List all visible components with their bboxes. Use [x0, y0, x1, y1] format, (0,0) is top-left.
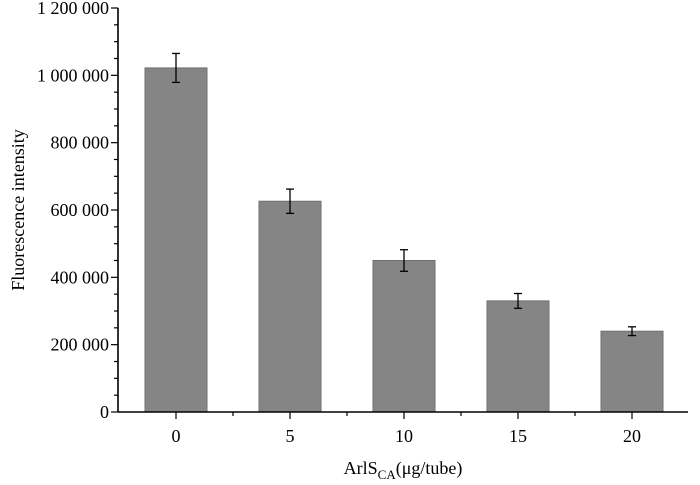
y-axis-label: Fluorescence intensity: [8, 129, 28, 290]
bar-10: [372, 260, 436, 413]
y-tick-label: 400 000: [51, 267, 110, 287]
x-tick-label-20: 20: [623, 426, 641, 446]
bar-20: [600, 330, 664, 413]
bars: [144, 67, 664, 413]
x-axis-label-suffix: (μg/tube): [396, 458, 463, 479]
x-tick-label-0: 0: [172, 426, 181, 446]
y-tick-label: 1 200 000: [37, 0, 109, 18]
bar-5: [258, 200, 322, 413]
x-axis-label: ArlSCA(μg/tube): [344, 458, 463, 482]
x-tick-label-5: 5: [286, 426, 295, 446]
x-tick-label-10: 10: [395, 426, 413, 446]
y-tick-label: 1 000 000: [37, 65, 109, 85]
y-tick-label: 0: [100, 402, 109, 422]
x-axis-ticks: 0 5 10 15 20: [172, 412, 641, 446]
y-tick-label: 800 000: [51, 133, 110, 153]
y-axis-ticks: 0 200 000 400 000 600 000 800 000 1 000 000 1 …: [37, 0, 118, 422]
bar-15: [486, 300, 550, 413]
x-axis-label-subscript: CA: [378, 467, 397, 482]
error-bars: [172, 52, 636, 337]
x-tick-label-15: 15: [509, 426, 527, 446]
y-tick-label: 200 000: [51, 335, 110, 355]
x-axis-label-main: ArlS: [344, 458, 378, 478]
y-tick-label: 600 000: [51, 200, 110, 220]
bar-0: [144, 67, 208, 413]
